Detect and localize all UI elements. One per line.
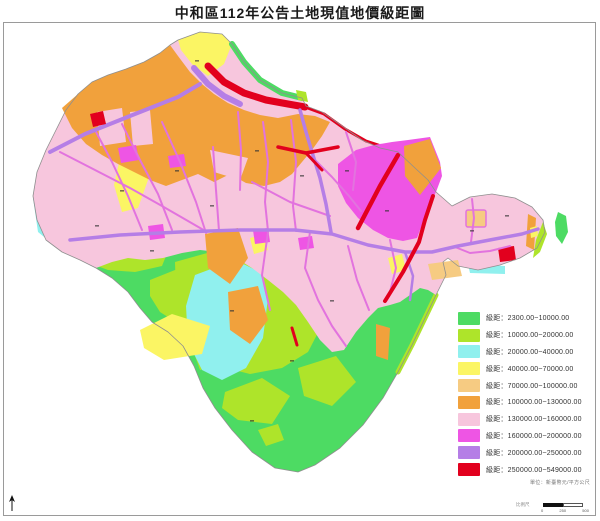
legend-item-green: 級距：2300.00~10000.00: [458, 310, 594, 327]
legend-swatch-orange: [458, 395, 480, 409]
legend-label: 級距：40000.00~70000.00: [486, 365, 574, 373]
zone-orange: [376, 324, 390, 360]
legend-swatch-red: [458, 463, 480, 477]
scalebar-caption: 比例尺: [516, 502, 530, 507]
roads-red: [276, 145, 435, 347]
north-arrow-icon: [9, 495, 15, 511]
legend-swatch-green: [458, 311, 480, 325]
legend-swatch-light-orange: [458, 379, 480, 393]
zone-tan-block: [465, 209, 487, 228]
legend-item-cyan: 級距：20000.00~40000.00: [458, 344, 594, 361]
legend-label: 級距：70000.00~100000.00: [486, 382, 578, 390]
legend-label: 級距：130000.00~160000.00: [486, 416, 582, 424]
legend-item-yellow-green: 級距：10000.00~20000.00: [458, 327, 594, 344]
legend-swatch-yellow-green: [458, 328, 480, 342]
roads-minor: [59, 111, 511, 347]
legend-item-light-orange: 級距：70000.00~100000.00: [458, 377, 594, 394]
legend-swatch-pink: [458, 412, 480, 426]
zone-red-junction: [90, 111, 106, 127]
zone-green-sliver-east: [555, 212, 568, 244]
page-title: 中和區112年公告土地現值地價級距圖: [174, 5, 426, 21]
zone-orange: [228, 286, 268, 344]
zone-yellow-wedge: [178, 32, 232, 76]
zone-yellowgreen: [533, 222, 547, 258]
legend-item-magenta: 級距：160000.00~200000.00: [458, 428, 594, 445]
district-outline: [32, 31, 546, 473]
zone-magenta: [253, 228, 270, 244]
legend-swatch-magenta: [458, 429, 480, 443]
zone-yellowgreen: [298, 356, 356, 406]
legend-unit-note: 單位：新臺幣元/平方公尺: [530, 480, 590, 486]
legend-item-red: 級距：250000.00~549000.00: [458, 461, 594, 478]
zone-yellowgreen: [222, 378, 290, 424]
legend-swatch-yellow: [458, 362, 480, 376]
scalebar: 比例尺 0 250 500: [516, 499, 594, 514]
scalebar-ticks: 0 250 500: [541, 508, 589, 513]
legend-label: 級距：160000.00~200000.00: [486, 432, 582, 440]
legend-item-pink: 級距：130000.00~160000.00: [458, 411, 594, 428]
zone-orange: [205, 228, 248, 284]
zone-magenta: [118, 145, 139, 163]
map-label-specks: [95, 60, 509, 422]
zone-yellowgreen: [296, 90, 308, 102]
legend-label: 級距：2300.00~10000.00: [486, 315, 570, 323]
zone-pink-inlier: [130, 110, 153, 146]
legend-label: 級距：100000.00~130000.00: [486, 399, 582, 407]
zone-magenta: [298, 236, 314, 250]
road-red-riverside: [204, 62, 309, 111]
scalebar-black-segment: [543, 503, 563, 507]
legend-item-purple: 級距：200000.00~250000.00: [458, 444, 594, 461]
legend: 級距：2300.00~10000.00 級距：10000.00~20000.00 級…: [458, 310, 594, 478]
legend-label: 級距：20000.00~40000.00: [486, 348, 574, 356]
district-map: [32, 31, 568, 473]
legend-label: 級距：250000.00~549000.00: [486, 466, 582, 474]
zone-orange-parallelogram: [404, 139, 441, 195]
legend-item-yellow: 級距：40000.00~70000.00: [458, 360, 594, 377]
road-purple-riverside: [191, 65, 243, 107]
scalebar-white-segment: [563, 503, 583, 507]
legend-label: 級距：10000.00~20000.00: [486, 332, 574, 340]
legend-swatch-purple: [458, 446, 480, 460]
zone-pink-inlier: [210, 150, 248, 180]
zone-red-block: [498, 246, 516, 262]
zone-yellowgreen: [258, 424, 284, 446]
legend-label: 級距：200000.00~250000.00: [486, 449, 582, 457]
legend-item-orange: 級距：100000.00~130000.00: [458, 394, 594, 411]
zone-yellow: [388, 254, 406, 274]
legend-swatch-cyan: [458, 345, 480, 359]
